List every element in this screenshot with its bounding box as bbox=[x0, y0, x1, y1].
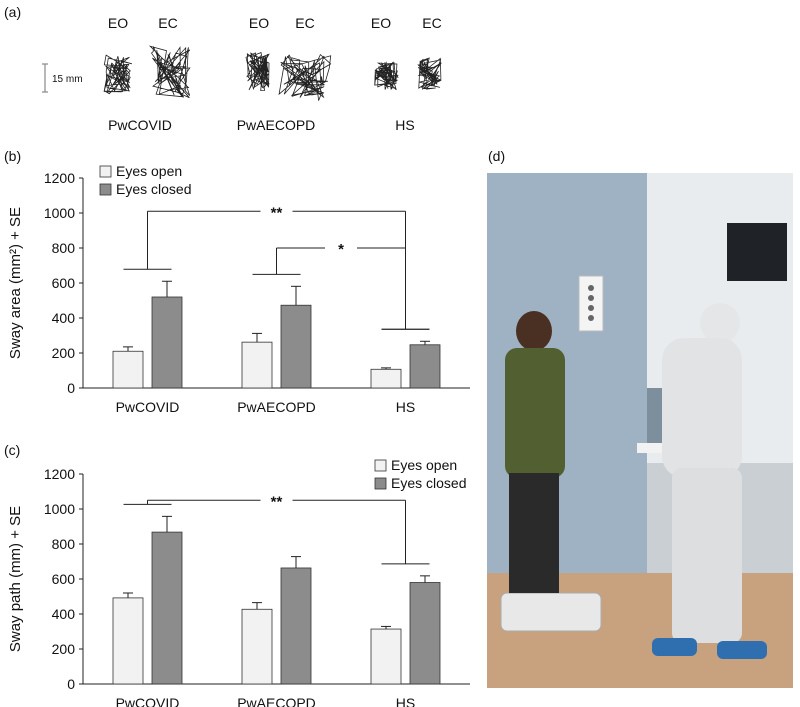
sway-trace-2 bbox=[148, 45, 191, 99]
eo-label-2: EO bbox=[249, 15, 269, 31]
panel-label-c: (c) bbox=[4, 442, 21, 458]
y-tick-label: 0 bbox=[67, 380, 75, 396]
y-axis-label: Sway area (mm²) + SE bbox=[7, 207, 24, 359]
bar-eyes-open bbox=[370, 628, 402, 685]
sway-area-chart: 0 200 400 600 800 1000 1200 Sway area (mm²) + S… bbox=[7, 163, 470, 415]
legend-swatch-eyes-closed bbox=[374, 477, 387, 490]
sway-traces bbox=[103, 45, 442, 101]
lab-photo bbox=[487, 173, 793, 688]
y-tick-label: 200 bbox=[52, 345, 76, 361]
significance-label: ** bbox=[271, 493, 283, 510]
bar-eyes-closed bbox=[409, 344, 441, 389]
y-tick-label: 400 bbox=[52, 606, 76, 622]
y-tick-label: 800 bbox=[52, 536, 76, 552]
y-tick-label: 1200 bbox=[44, 170, 75, 186]
panel-label-d: (d) bbox=[488, 148, 506, 164]
bar-eyes-closed bbox=[151, 296, 183, 389]
sway-traces-panel: EO EC EO EC EO EC 15 mm PwCOVID PwAECOPD… bbox=[42, 15, 442, 133]
ec-label-1: EC bbox=[158, 15, 177, 31]
legend-swatch-eyes-open bbox=[374, 459, 387, 472]
bar-eyes-open bbox=[370, 368, 402, 389]
sway-trace-4 bbox=[278, 53, 332, 101]
bar-eyes-closed bbox=[280, 567, 312, 685]
significance-bracket bbox=[252, 247, 430, 330]
x-tick-label: PwCOVID bbox=[116, 399, 180, 415]
legend-label-eyes-closed: Eyes closed bbox=[391, 475, 466, 491]
y-tick-label: 400 bbox=[52, 310, 76, 326]
bar-eyes-closed bbox=[409, 582, 441, 685]
trace-group-pwcovid: PwCOVID bbox=[108, 117, 172, 133]
y-tick-label: 1000 bbox=[44, 205, 75, 221]
y-tick-label: 0 bbox=[67, 676, 75, 692]
bar-eyes-open bbox=[241, 341, 273, 389]
y-tick-label: 600 bbox=[52, 571, 76, 587]
y-tick-label: 1000 bbox=[44, 501, 75, 517]
y-tick-label: 1200 bbox=[44, 466, 75, 482]
lab-photo-illustration bbox=[487, 173, 793, 688]
eo-label-3: EO bbox=[371, 15, 391, 31]
bar-eyes-closed bbox=[151, 531, 183, 685]
y-axis-label: Sway path (mm) + SE bbox=[7, 506, 24, 652]
bar-eyes-open bbox=[112, 350, 144, 389]
scale-bar-label: 15 mm bbox=[52, 74, 83, 85]
trace-group-hs: HS bbox=[395, 117, 414, 133]
x-tick-label: PwAECOPD bbox=[237, 695, 316, 707]
ec-label-3: EC bbox=[422, 15, 441, 31]
y-tick-label: 800 bbox=[52, 240, 76, 256]
bar-eyes-open bbox=[241, 608, 273, 685]
eo-label-1: EO bbox=[108, 15, 128, 31]
x-tick-label: PwCOVID bbox=[116, 695, 180, 707]
panel-label-a: (a) bbox=[4, 4, 22, 20]
significance-bracket bbox=[123, 499, 430, 565]
panel-label-b: (b) bbox=[4, 148, 22, 164]
significance-label: * bbox=[338, 241, 344, 258]
y-tick-label: 600 bbox=[52, 275, 76, 291]
scale-bar bbox=[42, 63, 48, 93]
legend-swatch-eyes-closed bbox=[99, 183, 112, 196]
sway-trace-1 bbox=[103, 54, 133, 95]
sway-trace-3 bbox=[245, 52, 271, 92]
sway-trace-6 bbox=[417, 57, 442, 90]
legend-swatch-eyes-open bbox=[99, 165, 112, 178]
legend-label-eyes-open: Eyes open bbox=[391, 457, 457, 473]
sway-trace-5 bbox=[374, 61, 399, 91]
sway-path-chart: 0 200 400 600 800 1000 1200 Sway path (mm) + SE… bbox=[7, 457, 470, 707]
trace-group-pwaecopd: PwAECOPD bbox=[237, 117, 316, 133]
significance-label: ** bbox=[271, 204, 283, 221]
x-tick-label: HS bbox=[396, 695, 415, 707]
legend-label-eyes-closed: Eyes closed bbox=[116, 181, 191, 197]
x-tick-label: HS bbox=[396, 399, 415, 415]
x-tick-label: PwAECOPD bbox=[237, 399, 316, 415]
bar-eyes-closed bbox=[280, 304, 312, 389]
legend-label-eyes-open: Eyes open bbox=[116, 163, 182, 179]
y-tick-label: 200 bbox=[52, 641, 76, 657]
ec-label-2: EC bbox=[295, 15, 314, 31]
bar-eyes-open bbox=[112, 597, 144, 685]
